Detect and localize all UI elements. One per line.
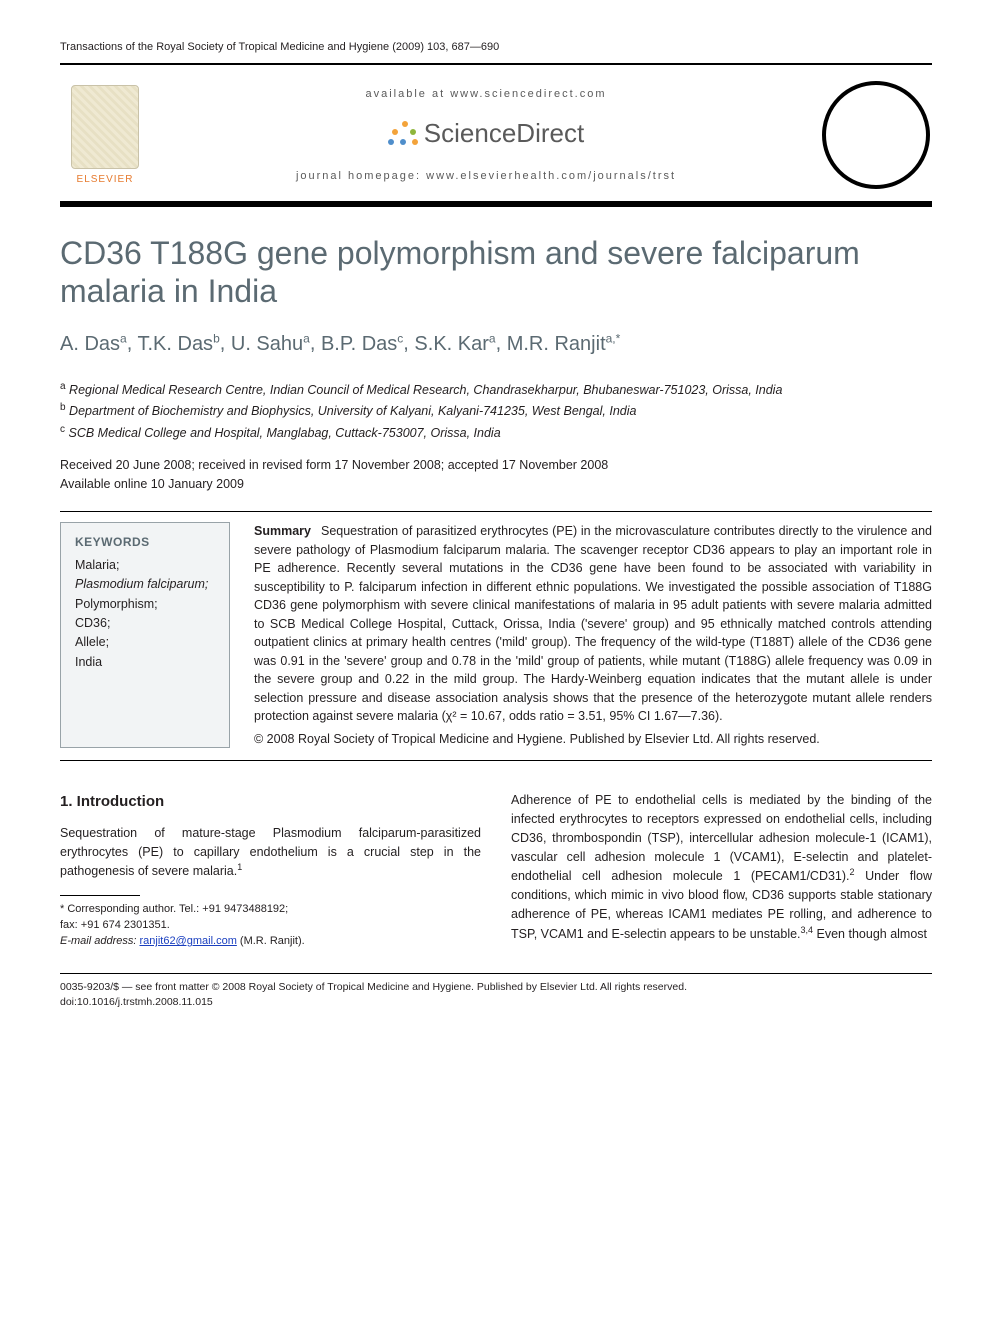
citation-ref[interactable]: 3,4 xyxy=(801,925,814,935)
keyword: CD36; xyxy=(75,614,215,633)
online-date: Available online 10 January 2009 xyxy=(60,475,932,494)
affiliation-a: a Regional Medical Research Centre, Indi… xyxy=(60,380,932,399)
elsevier-wordmark: ELSEVIER xyxy=(77,173,134,187)
author-list: A. Dasa, T.K. Dasb, U. Sahua, B.P. Dasc,… xyxy=(60,330,932,358)
rule-footer xyxy=(60,973,932,974)
author: B.P. Dasc xyxy=(321,333,403,355)
intro-paragraph: Adherence of PE to endothelial cells is … xyxy=(511,791,932,943)
keywords-box: KEYWORDS Malaria; Plasmodium falciparum;… xyxy=(60,522,230,748)
keyword: Allele; xyxy=(75,633,215,652)
received-dates: Received 20 June 2008; received in revis… xyxy=(60,456,932,475)
sciencedirect-dots-icon xyxy=(388,119,418,149)
available-at: available at www.sciencedirect.com xyxy=(150,87,822,102)
homepage-label: journal homepage: xyxy=(296,170,426,182)
summary: SummarySequestration of parasitized eryt… xyxy=(254,522,932,748)
author: U. Sahua xyxy=(231,333,310,355)
intro-paragraph: Sequestration of mature-stage Plasmodium… xyxy=(60,824,481,881)
corr-email[interactable]: ranjit62@gmail.com xyxy=(139,935,236,947)
corresponding-footnote: * Corresponding author. Tel.: +91 947348… xyxy=(60,902,481,950)
citation-ref[interactable]: 2 xyxy=(850,867,855,877)
keyword: Polymorphism; xyxy=(75,595,215,614)
elsevier-logo: ELSEVIER xyxy=(60,85,150,187)
corr-fax: fax: +91 674 2301351. xyxy=(60,918,481,934)
email-label: E-mail address: xyxy=(60,935,139,947)
body-columns: 1. Introduction Sequestration of mature-… xyxy=(60,791,932,951)
page-footer: 0035-9203/$ — see front matter © 2008 Ro… xyxy=(60,980,932,1009)
running-head: Transactions of the Royal Society of Tro… xyxy=(60,40,932,55)
affiliation-b: b Department of Biochemistry and Biophys… xyxy=(60,401,932,420)
abstract-row: KEYWORDS Malaria; Plasmodium falciparum;… xyxy=(60,522,932,748)
keyword: India xyxy=(75,653,215,672)
author: M.R. Ranjita,* xyxy=(507,333,621,355)
sciencedirect-logo: ScienceDirect xyxy=(388,116,584,151)
article-dates: Received 20 June 2008; received in revis… xyxy=(60,456,932,494)
sciencedirect-wordmark: ScienceDirect xyxy=(424,116,584,151)
elsevier-tree-icon xyxy=(71,85,139,169)
author: A. Dasa xyxy=(60,333,127,355)
society-seal-icon xyxy=(822,81,930,189)
citation-ref[interactable]: 1 xyxy=(237,862,242,872)
keyword: Plasmodium falciparum; xyxy=(75,575,215,594)
rule-masthead-bottom xyxy=(60,201,932,207)
summary-label: Summary xyxy=(254,524,311,538)
copyright-line: © 2008 Royal Society of Tropical Medicin… xyxy=(254,730,932,749)
journal-homepage: journal homepage: www.elsevierhealth.com… xyxy=(150,169,822,184)
masthead: ELSEVIER available at www.sciencedirect.… xyxy=(60,75,932,201)
author: T.K. Dasb xyxy=(137,333,219,355)
affiliation-c: c SCB Medical College and Hospital, Mang… xyxy=(60,423,932,442)
section-heading-intro: 1. Introduction xyxy=(60,791,481,814)
article-title: CD36 T188G gene polymorphism and severe … xyxy=(60,235,932,311)
masthead-center: available at www.sciencedirect.com Scien… xyxy=(150,87,822,184)
author: S.K. Kara xyxy=(414,333,495,355)
corr-email-line: E-mail address: ranjit62@gmail.com (M.R.… xyxy=(60,934,481,950)
footnote-rule xyxy=(60,895,140,896)
corr-tel: * Corresponding author. Tel.: +91 947348… xyxy=(60,902,481,918)
rule-top xyxy=(60,63,932,65)
summary-text: Sequestration of parasitized erythrocyte… xyxy=(254,524,932,723)
keywords-head: KEYWORDS xyxy=(75,533,215,552)
corr-email-tail: (M.R. Ranjit). xyxy=(237,935,305,947)
rule-above-abstract xyxy=(60,511,932,512)
society-seal xyxy=(822,81,932,191)
keyword: Malaria; xyxy=(75,556,215,575)
rule-below-abstract xyxy=(60,760,932,761)
footer-copyright: 0035-9203/$ — see front matter © 2008 Ro… xyxy=(60,980,932,995)
footer-doi: doi:10.1016/j.trstmh.2008.11.015 xyxy=(60,995,932,1010)
homepage-url[interactable]: www.elsevierhealth.com/journals/trst xyxy=(426,170,676,182)
